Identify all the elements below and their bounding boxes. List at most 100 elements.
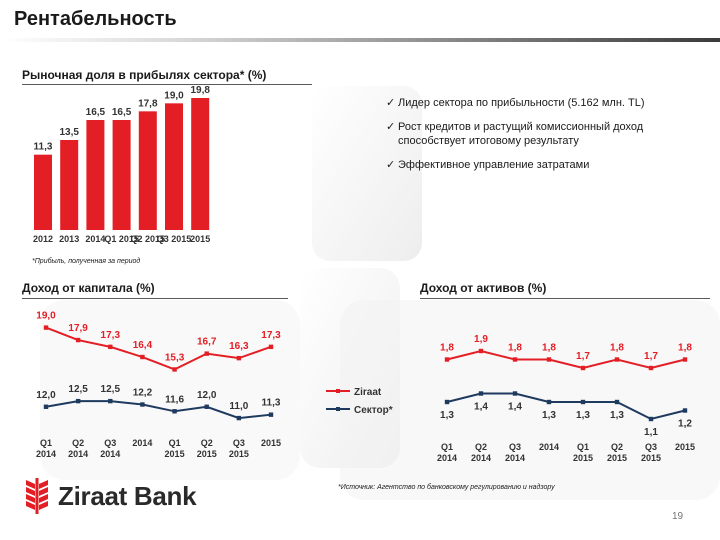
data-label: 1,3 bbox=[576, 410, 590, 421]
data-point bbox=[546, 357, 552, 362]
data-label: 17,3 bbox=[261, 330, 281, 341]
category-label: 2014 bbox=[100, 449, 120, 459]
category-label: Q2 2015 bbox=[131, 234, 166, 244]
data-label: 1,7 bbox=[576, 351, 590, 362]
bar-value-label: 16,5 bbox=[86, 107, 106, 118]
category-label: 2014 bbox=[68, 449, 88, 459]
category-label: Q3 bbox=[233, 438, 245, 448]
bar bbox=[60, 140, 79, 230]
category-label: Q1 bbox=[577, 442, 589, 452]
source-note: *Источник: Агентство по банковскому регу… bbox=[338, 484, 555, 491]
data-point bbox=[512, 357, 518, 362]
data-label: 1,3 bbox=[542, 410, 556, 421]
bullet-text: Лидер сектора по прибыльности (5.162 млн… bbox=[398, 97, 645, 109]
data-label: 1,4 bbox=[474, 402, 488, 413]
category-label: Q2 bbox=[201, 438, 213, 448]
data-point bbox=[580, 399, 586, 405]
category-label: 2014 bbox=[85, 234, 105, 244]
data-label: 12,2 bbox=[133, 388, 153, 399]
roe-rule bbox=[22, 298, 288, 299]
category-label: Q1 2015 bbox=[104, 234, 139, 244]
data-point bbox=[444, 357, 450, 362]
data-point bbox=[172, 367, 177, 372]
data-label: 12,5 bbox=[68, 384, 88, 395]
market-share-footnote: *Прибыль, полученная за период bbox=[32, 258, 141, 265]
bullet-text: Эффективное управление затратами bbox=[398, 159, 590, 171]
data-point bbox=[236, 415, 242, 421]
check-icon: ✓ bbox=[386, 121, 396, 133]
bar bbox=[165, 103, 183, 230]
category-label: 2015 bbox=[197, 449, 217, 459]
bar-value-label: 19,8 bbox=[190, 85, 210, 96]
data-point bbox=[682, 357, 688, 362]
category-label: Q2 bbox=[72, 438, 84, 448]
category-label: 2012 bbox=[33, 234, 53, 244]
category-label: 2014 bbox=[36, 449, 56, 459]
bar-value-label: 11,3 bbox=[34, 142, 53, 153]
category-label: Q1 bbox=[169, 438, 181, 448]
data-point bbox=[268, 412, 274, 417]
data-point bbox=[204, 404, 209, 409]
category-label: 2014 bbox=[132, 438, 152, 448]
bar bbox=[34, 154, 52, 230]
data-label: 1,8 bbox=[678, 343, 692, 354]
data-point bbox=[444, 399, 450, 405]
data-label: 11,3 bbox=[262, 398, 281, 409]
bar bbox=[86, 120, 105, 230]
data-point bbox=[75, 337, 81, 343]
data-label: 1,9 bbox=[474, 334, 488, 345]
data-label: 1,4 bbox=[508, 402, 522, 413]
series-line bbox=[45, 326, 272, 371]
data-point bbox=[108, 344, 113, 350]
data-point bbox=[140, 354, 145, 360]
category-label: 2015 bbox=[190, 234, 210, 244]
data-point bbox=[512, 391, 518, 396]
data-point bbox=[478, 348, 484, 354]
ziraat-logo: Ziraat Bank bbox=[22, 476, 197, 516]
category-label: Q3 bbox=[645, 442, 657, 452]
data-label: 16,7 bbox=[197, 337, 217, 348]
category-label: Q1 bbox=[40, 438, 52, 448]
data-point bbox=[580, 365, 586, 371]
data-point bbox=[204, 351, 209, 356]
data-point bbox=[108, 398, 113, 404]
category-label: Q3 2015 bbox=[157, 234, 192, 244]
category-label: 2014 bbox=[539, 442, 559, 452]
roe-heading: Доход от капитала (%) bbox=[22, 281, 155, 295]
bar-value-label: 16,5 bbox=[112, 107, 132, 118]
bar-value-label: 13,5 bbox=[59, 127, 79, 138]
data-label: 1,8 bbox=[542, 343, 556, 354]
category-label: Q2 bbox=[611, 442, 623, 452]
data-label: 12,5 bbox=[101, 384, 121, 395]
bullet-text: Рост кредитов и растущий комиссионный до… bbox=[398, 121, 644, 147]
bar bbox=[112, 120, 131, 230]
category-label: 2015 bbox=[229, 449, 249, 459]
category-label: Q2 bbox=[475, 442, 487, 452]
data-label: 1,1 bbox=[644, 427, 658, 438]
bullet-item: ✓ Рост кредитов и растущий комиссионный д… bbox=[386, 120, 696, 148]
data-label: 1,3 bbox=[440, 410, 454, 421]
data-label: 16,3 bbox=[229, 341, 249, 352]
brand-name: Ziraat Bank bbox=[58, 480, 197, 511]
roa-rule bbox=[420, 298, 710, 299]
bar-value-label: 17,8 bbox=[138, 98, 158, 109]
data-label: 1,7 bbox=[644, 351, 658, 362]
market-share-heading: Рыночная доля в прибылях сектора* (%) bbox=[22, 68, 267, 82]
data-point bbox=[75, 398, 81, 404]
category-label: 2015 bbox=[675, 442, 695, 452]
wheat-logo-icon bbox=[26, 478, 48, 514]
category-label: 2014 bbox=[437, 453, 457, 463]
data-point bbox=[268, 344, 274, 350]
category-label: 2015 bbox=[165, 449, 185, 459]
check-icon: ✓ bbox=[386, 97, 396, 109]
data-point bbox=[140, 402, 145, 407]
legend-ziraat-label: Ziraat bbox=[354, 387, 382, 398]
bar bbox=[191, 98, 210, 230]
data-point bbox=[43, 325, 49, 330]
data-point bbox=[648, 416, 654, 422]
category-label: Q3 bbox=[104, 438, 116, 448]
data-label: 1,8 bbox=[440, 343, 454, 354]
